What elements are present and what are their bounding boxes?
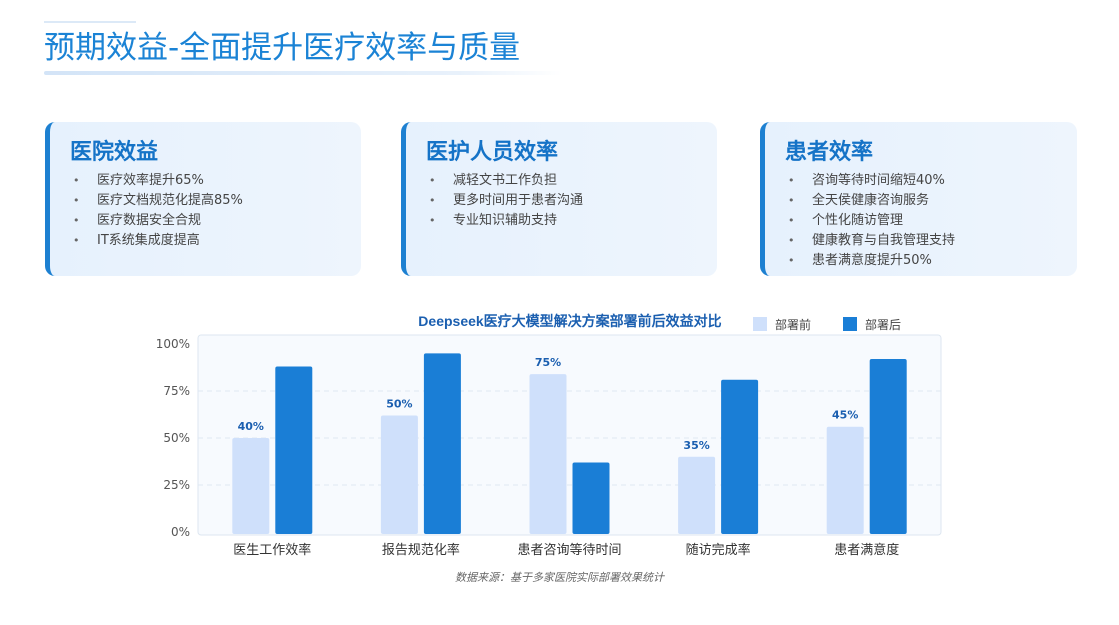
data-source-note: 数据来源：基于多家医院实际部署效果统计 [455, 571, 664, 584]
data-label-before: 45% [832, 409, 858, 422]
bar-before [529, 374, 567, 534]
bar-after [572, 462, 610, 534]
legend: 部署前 部署后 [753, 317, 901, 332]
bar-before [826, 426, 864, 534]
y-tick-label: 100% [156, 337, 190, 351]
bar-before [232, 438, 270, 534]
list-item: 更多时间用于患者沟通 [426, 191, 717, 211]
title-accent-line [44, 21, 136, 23]
list-item: 医疗效率提升65% [70, 171, 361, 191]
y-tick-label: 50% [163, 431, 190, 445]
data-label-before: 35% [683, 439, 709, 452]
x-axis: 医生工作效率 报告规范化率 患者咨询等待时间 随访完成率 患者满意度 [233, 542, 899, 558]
card-list: 咨询等待时间缩短40% 全天侯健康咨询服务 个性化随访管理 健康教育与自我管理支… [785, 171, 1077, 271]
bar-after [423, 353, 461, 534]
y-tick-label: 25% [163, 478, 190, 492]
y-axis: 0% 25% 50% 75% 100% [156, 337, 190, 539]
bars: 40% 50% 75% 35% 45% [232, 353, 907, 534]
legend-label-before: 部署前 [775, 317, 811, 332]
card-title: 患者效率 [785, 140, 874, 165]
card-list: 减轻文书工作负担 更多时间用于患者沟通 专业知识辅助支持 [426, 171, 717, 231]
x-category-label: 患者满意度 [834, 542, 899, 558]
legend-label-after: 部署后 [865, 317, 901, 332]
y-tick-label: 0% [171, 525, 190, 539]
bar-before [380, 415, 418, 534]
list-item: 医疗文档规范化提高85% [70, 191, 361, 211]
list-item: 咨询等待时间缩短40% [785, 171, 1077, 191]
title-block: 预期效益-全面提升医疗效率与质量 [44, 26, 520, 70]
card-title: 医护人员效率 [426, 140, 559, 165]
list-item: 专业知识辅助支持 [426, 211, 717, 231]
list-item: IT系统集成度提高 [70, 231, 361, 251]
x-category-label: 医生工作效率 [233, 542, 311, 558]
card-list: 医疗效率提升65% 医疗文档规范化提高85% 医疗数据安全合规 IT系统集成度提… [70, 171, 361, 251]
card-title: 医院效益 [70, 140, 159, 165]
bar-after [275, 366, 313, 534]
benefit-comparison-chart: 0% 25% 50% 75% 100% 40% 50% 75% 35% 45% 医生工作效率 报告… [156, 313, 942, 558]
chart-title: Deepseek医疗大模型解决方案部署前后效益对比 [418, 313, 721, 329]
list-item: 医疗数据安全合规 [70, 211, 361, 231]
data-label-before: 75% [535, 356, 561, 369]
list-item: 减轻文书工作负担 [426, 171, 717, 191]
x-category-label: 随访完成率 [686, 542, 751, 558]
list-item: 个性化随访管理 [785, 211, 1077, 231]
legend-swatch-before [753, 317, 767, 331]
list-item: 健康教育与自我管理支持 [785, 231, 1077, 251]
bar-after [869, 359, 907, 534]
legend-swatch-after [843, 317, 857, 331]
list-item: 患者满意度提升50% [785, 251, 1077, 271]
card-patient-efficiency: 患者效率 咨询等待时间缩短40% 全天侯健康咨询服务 个性化随访管理 健康教育与… [760, 122, 1077, 276]
card-staff-efficiency: 医护人员效率 减轻文书工作负担 更多时间用于患者沟通 专业知识辅助支持 [401, 122, 717, 276]
title-underline [44, 71, 562, 75]
list-item: 全天侯健康咨询服务 [785, 191, 1077, 211]
x-category-label: 报告规范化率 [382, 542, 460, 558]
bar-before [678, 456, 716, 534]
x-category-label: 患者咨询等待时间 [517, 542, 621, 558]
grid-lines [198, 390, 941, 486]
bar-after [721, 379, 759, 534]
card-hospital-benefit: 医院效益 医疗效率提升65% 医疗文档规范化提高85% 医疗数据安全合规 IT系… [45, 122, 361, 276]
page-title: 预期效益-全面提升医疗效率与质量 [44, 30, 521, 66]
data-label-before: 40% [238, 420, 264, 433]
data-label-before: 50% [386, 397, 412, 410]
y-tick-label: 75% [163, 384, 190, 398]
